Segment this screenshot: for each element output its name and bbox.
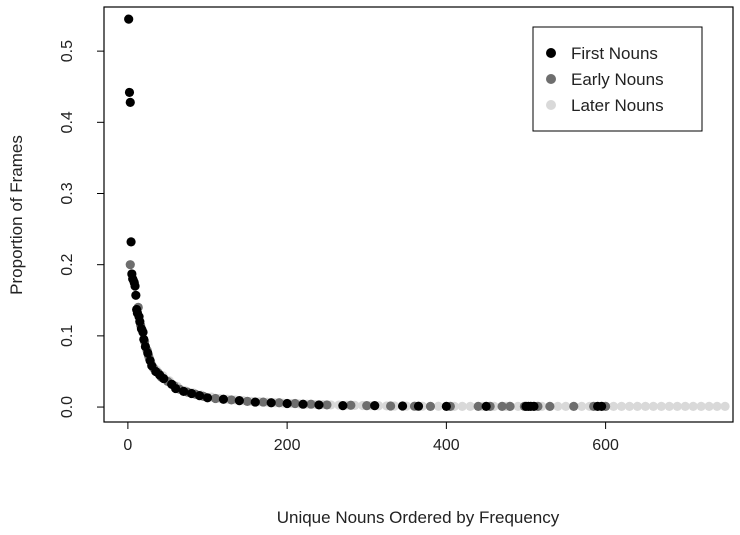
point-first-nouns bbox=[138, 327, 148, 337]
point-first-nouns bbox=[597, 401, 607, 411]
legend-label-later-nouns: Later Nouns bbox=[571, 96, 664, 115]
point-first-nouns bbox=[139, 334, 149, 345]
point-first-nouns bbox=[131, 290, 141, 300]
point-first-nouns bbox=[194, 391, 205, 401]
point-later-nouns bbox=[640, 401, 651, 411]
point-early-nouns bbox=[322, 400, 332, 410]
point-later-nouns bbox=[608, 401, 619, 411]
point-first-nouns bbox=[250, 397, 260, 407]
point-first-nouns bbox=[186, 388, 197, 399]
points-layer bbox=[124, 14, 730, 411]
point-first-nouns bbox=[481, 401, 491, 411]
legend-marker-first-nouns bbox=[546, 48, 556, 58]
point-first-nouns bbox=[124, 87, 135, 98]
point-first-nouns bbox=[159, 373, 169, 384]
y-axis-title: Proportion of Frames bbox=[7, 135, 26, 295]
point-later-nouns bbox=[680, 401, 690, 411]
y-axis: 0.0 0.1 0.2 0.3 0.4 0.5 bbox=[59, 40, 104, 418]
y-tick-label: 0.4 bbox=[59, 111, 76, 133]
point-first-nouns bbox=[234, 396, 244, 406]
point-first-nouns bbox=[413, 401, 424, 411]
legend: First Nouns Early Nouns Later Nouns bbox=[532, 26, 703, 132]
point-later-nouns bbox=[648, 401, 658, 411]
point-early-nouns bbox=[362, 401, 372, 411]
point-early-nouns bbox=[210, 393, 221, 404]
point-early-nouns bbox=[306, 399, 316, 409]
point-early-nouns bbox=[386, 401, 396, 411]
point-early-nouns bbox=[497, 401, 507, 411]
x-tick-label: 600 bbox=[592, 437, 619, 454]
point-later-nouns bbox=[624, 401, 635, 411]
point-early-nouns bbox=[569, 401, 579, 411]
point-first-nouns bbox=[314, 400, 324, 410]
point-later-nouns bbox=[672, 401, 682, 411]
legend-marker-later-nouns bbox=[546, 100, 556, 110]
point-later-nouns bbox=[616, 401, 627, 411]
point-later-nouns bbox=[688, 401, 698, 411]
point-first-nouns bbox=[397, 401, 408, 411]
point-later-nouns bbox=[577, 401, 587, 411]
point-early-nouns bbox=[473, 401, 483, 411]
legend-box bbox=[532, 26, 703, 132]
point-later-nouns bbox=[553, 401, 563, 411]
x-tick-label: 0 bbox=[123, 437, 132, 454]
point-early-nouns bbox=[125, 260, 135, 270]
point-early-nouns bbox=[258, 397, 268, 407]
point-first-nouns bbox=[441, 401, 451, 411]
y-tick-label: 0.2 bbox=[59, 253, 76, 275]
y-tick-label: 0.3 bbox=[59, 182, 76, 204]
legend-label-first-nouns: First Nouns bbox=[571, 44, 658, 63]
point-later-nouns bbox=[561, 401, 571, 411]
point-first-nouns bbox=[124, 14, 134, 24]
y-tick-label: 0.1 bbox=[59, 325, 76, 347]
point-first-nouns bbox=[266, 398, 276, 408]
point-later-nouns bbox=[656, 401, 666, 411]
point-first-nouns bbox=[125, 97, 135, 107]
point-first-nouns bbox=[529, 401, 539, 411]
point-later-nouns bbox=[465, 401, 475, 411]
plot-frame bbox=[103, 6, 734, 423]
point-later-nouns bbox=[433, 401, 444, 411]
point-first-nouns bbox=[202, 393, 213, 403]
point-first-nouns bbox=[218, 394, 229, 404]
point-later-nouns bbox=[664, 401, 674, 411]
point-early-nouns bbox=[274, 398, 284, 408]
point-first-nouns bbox=[282, 398, 292, 409]
point-early-nouns bbox=[346, 400, 356, 410]
x-axis: 0 200 400 600 bbox=[123, 422, 619, 454]
x-tick-label: 200 bbox=[274, 437, 301, 454]
y-tick-label: 0.0 bbox=[59, 396, 76, 418]
x-axis-title: Unique Nouns Ordered by Frequency bbox=[277, 508, 560, 527]
point-later-nouns bbox=[696, 401, 706, 411]
point-later-nouns bbox=[704, 401, 714, 411]
point-later-nouns bbox=[513, 401, 523, 411]
point-early-nouns bbox=[290, 398, 300, 409]
point-early-nouns bbox=[545, 401, 555, 411]
point-first-nouns bbox=[135, 317, 145, 327]
point-first-nouns bbox=[338, 401, 348, 411]
point-first-nouns bbox=[126, 237, 136, 247]
point-first-nouns bbox=[179, 386, 189, 396]
point-first-nouns bbox=[298, 399, 308, 409]
point-first-nouns bbox=[143, 348, 153, 358]
point-first-nouns bbox=[171, 383, 181, 394]
legend-label-early-nouns: Early Nouns bbox=[571, 70, 664, 89]
x-tick-label: 400 bbox=[433, 437, 460, 454]
legend-marker-early-nouns bbox=[546, 74, 556, 84]
point-later-nouns bbox=[712, 401, 722, 411]
point-later-nouns bbox=[457, 401, 467, 411]
point-early-nouns bbox=[226, 395, 236, 405]
y-tick-label: 0.5 bbox=[59, 40, 76, 62]
point-early-nouns bbox=[505, 401, 515, 411]
point-early-nouns bbox=[242, 396, 252, 406]
point-later-nouns bbox=[632, 401, 643, 411]
point-first-nouns bbox=[130, 281, 140, 291]
point-early-nouns bbox=[425, 401, 436, 411]
point-later-nouns bbox=[720, 401, 730, 411]
point-first-nouns bbox=[370, 401, 380, 411]
